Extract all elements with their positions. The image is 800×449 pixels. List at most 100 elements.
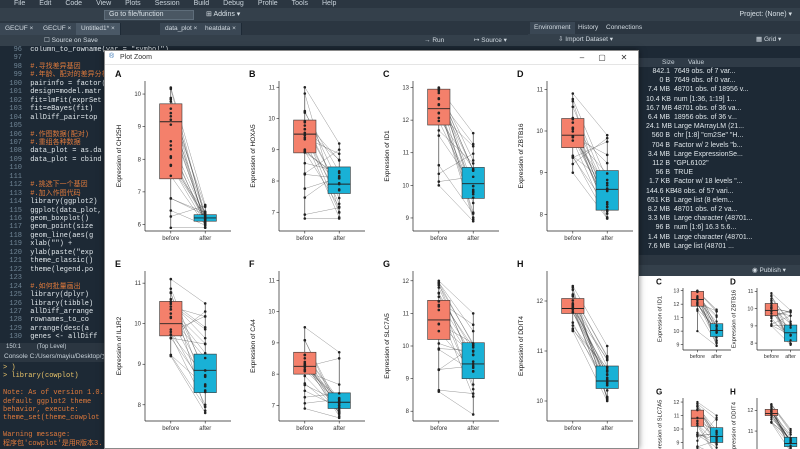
publish-button[interactable]: ◉ Publish ▾ [752,267,786,274]
environment-row[interactable]: 24.1 MB Large MArrayLM (21... [528,122,800,132]
environment-value: Large character (48701... [674,233,753,241]
after-point [471,131,475,135]
menu-item[interactable]: View [96,0,112,7]
after-point [471,383,475,386]
import-dataset-button[interactable]: ⇩ Import Dataset ▾ [558,36,613,43]
close-icon[interactable]: ✕ [620,53,628,62]
editor-tab[interactable]: heatdata × [200,23,242,35]
after-point [605,205,609,209]
environment-row[interactable]: 16.7 MB 48701 obs. of 36 va... [528,104,800,114]
y-tick-label: 7 [272,210,276,216]
environment-row[interactable]: 6.4 MB 18956 obs. of 36 v... [528,113,800,123]
environment-row[interactable]: 10.4 KB num [1:36, 1:19] 1... [528,95,800,105]
environment-row[interactable]: 3.4 MB Large ExpressionSe... [528,150,800,160]
minimize-icon[interactable]: – [579,53,585,62]
grid-view-button[interactable]: ▦ Grid ▾ [756,36,782,43]
environment-row[interactable]: 1.7 KB Factor w/ 18 levels "... [528,177,800,187]
environment-row[interactable]: 0 B 7649 obs. of 0 var... [528,76,800,86]
source-on-save-checkbox[interactable]: ☐ Source on Save [44,37,98,44]
before-point [303,172,307,175]
menu-item[interactable]: Plots [125,0,141,7]
code-text: data_plot = cbind [26,155,102,164]
y-tick-label: 12 [673,400,679,406]
after-point [337,400,341,404]
environment-row[interactable]: 3.3 MB Large character (48701... [528,214,800,224]
code-text: geom_point(size [26,223,94,232]
x-tick-label: after [785,354,796,360]
run-button[interactable]: → Run [424,37,445,44]
environment-row[interactable]: 842.1 7649 obs. of 7 var... [528,67,800,77]
menu-item[interactable]: Debug [223,0,244,7]
pair-line [771,412,791,441]
code-line: 127 allDiff_arrange [0,308,528,316]
menu-item[interactable]: Tools [291,0,308,7]
environment-row[interactable]: 8.2 MB 48701 obs. of 2 va... [528,205,800,215]
environment-row[interactable]: 144.6 KB 48 obs. of 57 vari... [528,187,800,197]
addins-button[interactable]: ⊞ Addins ▾ [206,11,241,18]
environment-row[interactable]: 56 B TRUE [528,168,800,178]
menu-item[interactable]: Build [193,0,210,7]
pair-line [304,151,340,207]
environment-row[interactable]: 704 B Factor w/ 2 levels "b... [528,141,800,151]
after-point [337,404,341,407]
maximize-icon[interactable]: ▢ [598,53,606,62]
after-point [789,311,792,314]
plot-zoom-titlebar[interactable]: ® Plot Zoom – ▢ ✕ [105,51,638,65]
scope-indicator[interactable]: (Top Level) [36,344,67,350]
environment-row[interactable]: 7.4 MB 48701 obs. of 18956 v... [528,85,800,95]
editor-tab[interactable]: GECUF × [0,23,40,35]
after-point [605,368,609,372]
editor-tab[interactable]: GECUF × [38,23,78,35]
code-text: genes <- allDiff [26,333,98,342]
before-point [437,342,441,345]
plot-zoom-window[interactable]: ® Plot Zoom – ▢ ✕ A 6 7 8 9 10 Expression of C… [104,50,639,449]
line-number: 128 [9,316,22,325]
project-menu[interactable]: Project: (None) ▾ [739,11,792,18]
before-point [696,422,699,426]
before-point [303,85,307,89]
menu-item[interactable]: Code [65,0,83,7]
size-column-header[interactable]: Size [662,59,675,66]
before-point [770,407,773,410]
after-point [789,333,792,337]
before-point [169,111,173,115]
pair-line [572,330,608,402]
source-button[interactable]: ↦ Source ▾ [474,37,507,44]
environment-value: Factor w/ 18 levels "... [674,178,743,186]
pair-line [572,93,608,136]
pair-line [304,87,340,144]
before-point [696,409,699,412]
before-point [437,283,441,287]
menu-item[interactable]: Profile [257,0,278,7]
editor-tab-active[interactable]: Untitled1* × [76,23,121,35]
menu-item[interactable]: Session [154,0,180,7]
line-number: 113 [9,189,22,198]
environment-row[interactable]: 7.6 MB Large list (48701 ... [528,242,800,252]
pair-line [170,337,206,345]
tab-environment[interactable]: Environment [530,22,575,34]
goto-file-input[interactable]: Go to file/function [104,10,194,20]
menu-item[interactable]: File [14,0,26,7]
before-point [437,103,441,107]
environment-row[interactable]: 1.4 MB Large character (48701... [528,233,800,243]
pair-line [170,356,206,413]
tab-history[interactable]: History [578,24,599,31]
environment-grid-header: Size Value [528,58,800,67]
before-point [169,174,173,178]
pair-line [771,311,791,317]
code-text: fit=eBayes(fit) [26,105,94,114]
x-tick-label: after [601,236,613,242]
environment-row[interactable]: 560 B chr [1:8] "cm2Se" "H... [528,131,800,141]
after-point [605,172,609,175]
environment-row[interactable]: 112 B "GPL6102" [528,159,800,169]
menu-item[interactable]: Help [322,0,337,7]
value-column-header[interactable]: Value [688,59,705,66]
environment-row[interactable]: 651 KB Large list (8 elem... [528,196,800,206]
editor-tab[interactable]: data_plot × [160,23,204,35]
after-point [605,161,609,165]
menu-item[interactable]: Edit [39,0,52,7]
before-point [169,155,173,158]
before-point [696,439,699,442]
tab-connections[interactable]: Connections [606,24,643,31]
environment-row[interactable]: 96 B num [1:6] 16.3 5.6... [528,223,800,233]
